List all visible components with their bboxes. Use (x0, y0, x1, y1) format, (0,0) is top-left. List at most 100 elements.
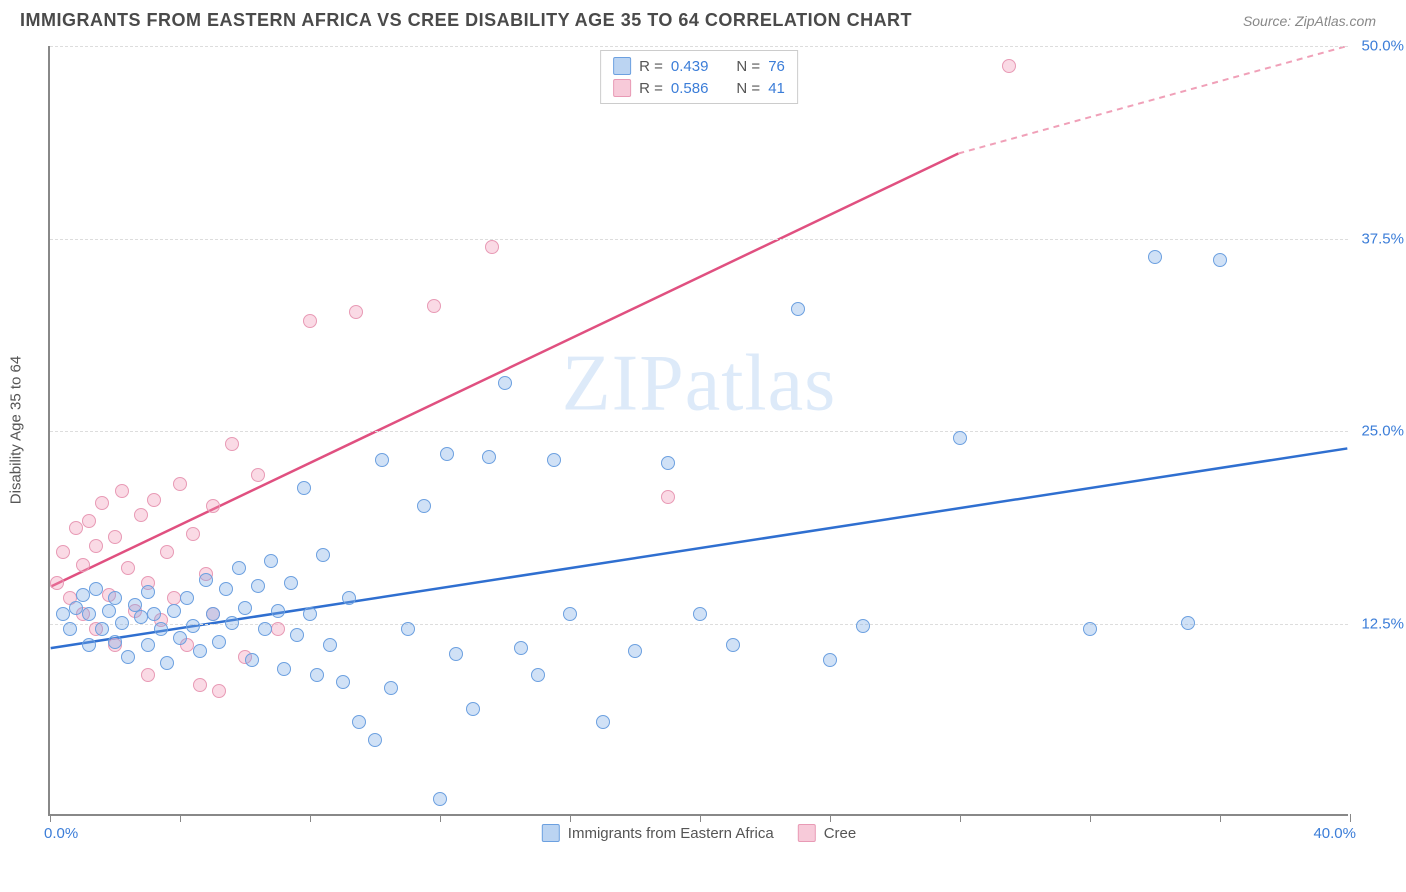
data-point (89, 582, 103, 596)
data-point (76, 558, 90, 572)
data-point (433, 792, 447, 806)
plot-region: ZIPatlas R = 0.439 N = 76 R = 0.586 N = … (48, 46, 1348, 816)
y-tick-label: 50.0% (1361, 38, 1404, 55)
x-tick (570, 814, 571, 822)
data-point (82, 638, 96, 652)
y-tick-label: 12.5% (1361, 615, 1404, 632)
data-point (297, 481, 311, 495)
data-point (342, 591, 356, 605)
data-point (440, 447, 454, 461)
data-point (352, 715, 366, 729)
data-point (1213, 253, 1227, 267)
data-point (1181, 616, 1195, 630)
data-point (251, 468, 265, 482)
chart-area: ZIPatlas R = 0.439 N = 76 R = 0.586 N = … (48, 46, 1348, 816)
data-point (417, 499, 431, 513)
legend-series: Immigrants from Eastern Africa Cree (542, 824, 856, 842)
data-point (466, 702, 480, 716)
data-point (115, 616, 129, 630)
data-point (271, 622, 285, 636)
data-point (596, 715, 610, 729)
watermark: ZIPatlas (562, 338, 837, 429)
data-point (173, 631, 187, 645)
x-tick (1350, 814, 1351, 822)
data-point (303, 607, 317, 621)
data-point (449, 647, 463, 661)
data-point (531, 668, 545, 682)
data-point (547, 453, 561, 467)
data-point (82, 514, 96, 528)
data-point (186, 527, 200, 541)
y-axis-title: Disability Age 35 to 64 (8, 356, 25, 504)
legend-label-pink: Cree (824, 825, 857, 842)
data-point (95, 622, 109, 636)
gridline (50, 239, 1348, 240)
data-point (251, 579, 265, 593)
data-point (563, 607, 577, 621)
data-point (245, 653, 259, 667)
x-axis-max-label: 40.0% (1313, 825, 1356, 842)
y-tick-label: 37.5% (1361, 230, 1404, 247)
data-point (69, 601, 83, 615)
data-point (1148, 250, 1162, 264)
data-point (147, 493, 161, 507)
data-point (856, 619, 870, 633)
gridline (50, 431, 1348, 432)
data-point (56, 607, 70, 621)
data-point (232, 561, 246, 575)
x-tick (960, 814, 961, 822)
data-point (56, 545, 70, 559)
data-point (427, 299, 441, 313)
data-point (76, 588, 90, 602)
data-point (1083, 622, 1097, 636)
data-point (349, 305, 363, 319)
data-point (258, 622, 272, 636)
data-point (141, 638, 155, 652)
data-point (193, 678, 207, 692)
data-point (271, 604, 285, 618)
trend-lines (50, 46, 1348, 814)
data-point (160, 545, 174, 559)
y-tick-label: 25.0% (1361, 423, 1404, 440)
data-point (661, 490, 675, 504)
x-tick (310, 814, 311, 822)
legend-swatch-blue (542, 824, 560, 842)
data-point (89, 539, 103, 553)
x-tick (1090, 814, 1091, 822)
data-point (95, 496, 109, 510)
chart-title: IMMIGRANTS FROM EASTERN AFRICA VS CREE D… (20, 10, 912, 31)
data-point (225, 616, 239, 630)
x-tick (50, 814, 51, 822)
data-point (323, 638, 337, 652)
data-point (219, 582, 233, 596)
data-point (284, 576, 298, 590)
data-point (514, 641, 528, 655)
data-point (63, 622, 77, 636)
data-point (167, 604, 181, 618)
data-point (160, 656, 174, 670)
data-point (791, 302, 805, 316)
data-point (336, 675, 350, 689)
data-point (82, 607, 96, 621)
data-point (108, 530, 122, 544)
x-tick (180, 814, 181, 822)
data-point (193, 644, 207, 658)
data-point (154, 622, 168, 636)
data-point (693, 607, 707, 621)
data-point (69, 521, 83, 535)
data-point (823, 653, 837, 667)
data-point (277, 662, 291, 676)
legend-swatch-pink (613, 79, 631, 97)
legend-swatch-blue (613, 57, 631, 75)
data-point (141, 668, 155, 682)
data-point (368, 733, 382, 747)
data-point (121, 561, 135, 575)
data-point (141, 585, 155, 599)
gridline (50, 46, 1348, 47)
data-point (147, 607, 161, 621)
data-point (726, 638, 740, 652)
data-point (134, 610, 148, 624)
data-point (121, 650, 135, 664)
gridline (50, 624, 1348, 625)
x-tick (440, 814, 441, 822)
